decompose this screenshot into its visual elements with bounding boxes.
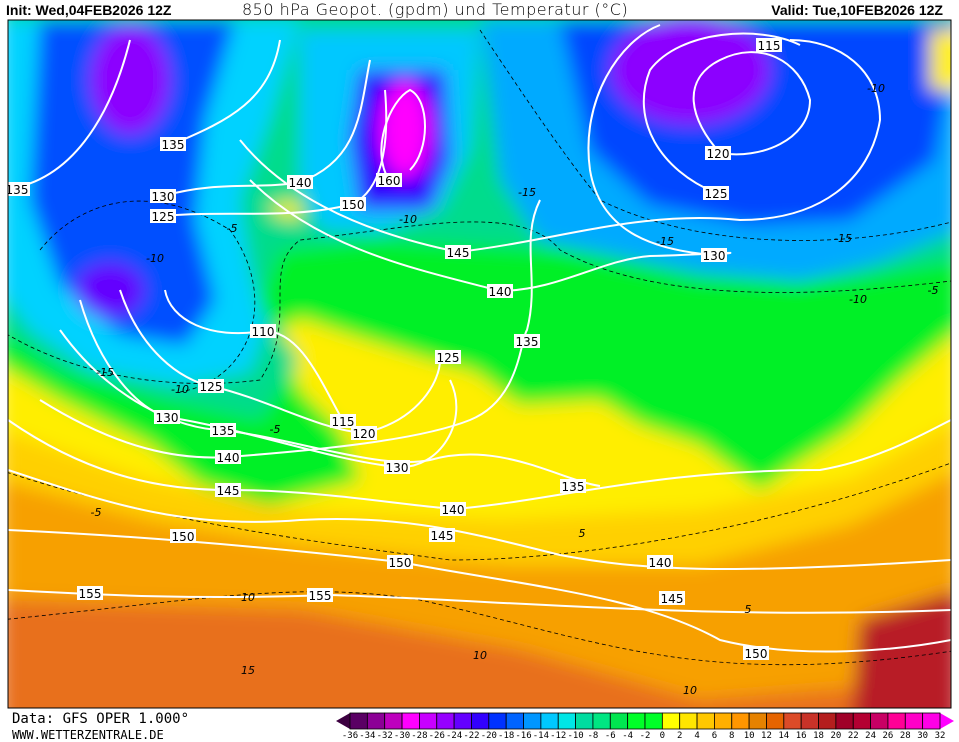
geopotential-label-text: 115: [758, 39, 781, 53]
geopotential-label-text: 135: [516, 335, 539, 349]
temperature-label: 10: [473, 649, 487, 662]
geopotential-label: 120: [705, 146, 731, 161]
geopotential-label-text: 145: [431, 529, 454, 543]
temperature-label: -10: [867, 82, 885, 95]
geopotential-label-text: 150: [389, 556, 412, 570]
geopotential-label: 135: [6, 182, 30, 197]
geopotential-label: 135: [514, 334, 540, 349]
geopotential-label: 135: [560, 479, 586, 494]
temperature-label: 10: [241, 591, 255, 604]
geopotential-label: 125: [435, 350, 461, 365]
geopotential-label: 155: [307, 588, 333, 603]
init-time: Init: Wed,04FEB2026 12Z: [6, 2, 172, 18]
geopotential-label-text: 125: [705, 187, 728, 201]
geopotential-label: 140: [215, 450, 241, 465]
geopotential-label: 130: [154, 410, 180, 425]
geopotential-label-text: 135: [212, 424, 235, 438]
geopotential-label-text: 145: [661, 592, 684, 606]
temperature-label: -15: [656, 235, 674, 248]
geopotential-label: 125: [198, 379, 224, 394]
geopotential-label: 150: [387, 555, 413, 570]
geopotential-label-text: 125: [200, 380, 223, 394]
geopotential-label-text: 110: [252, 325, 275, 339]
valid-time: Valid: Tue,10FEB2026 12Z: [771, 2, 943, 18]
geopotential-label: 155: [77, 586, 103, 601]
geopotential-label: 140: [287, 175, 313, 190]
geopotential-label-text: 150: [342, 198, 365, 212]
chart-title: 850 hPa Geopot. (gpdm) und Temperatur (°…: [242, 0, 629, 19]
temperature-label: -5: [270, 423, 281, 436]
geopotential-label: 135: [210, 423, 236, 438]
geopotential-label: 145: [215, 483, 241, 498]
geopotential-label: 150: [170, 529, 196, 544]
geopotential-label-text: 155: [309, 589, 332, 603]
geopotential-label: 140: [647, 555, 673, 570]
geopotential-label-text: 135: [162, 138, 185, 152]
temperature-label: -5: [227, 222, 238, 235]
temperature-label: -10: [399, 213, 417, 226]
temperature-label: -15: [834, 232, 852, 245]
geopotential-label: 150: [340, 197, 366, 212]
geopotential-label: 130: [150, 189, 176, 204]
geopotential-label: 140: [440, 502, 466, 517]
temperature-label: -15: [518, 186, 536, 199]
geopotential-label-text: 120: [353, 427, 376, 441]
geopotential-label: 120: [351, 426, 377, 441]
geopotential-label-text: 130: [156, 411, 179, 425]
geopotential-label-text: 120: [707, 147, 730, 161]
temperature-label: 5: [579, 527, 586, 540]
geopotential-label: 115: [756, 38, 782, 53]
geopotential-label-text: 125: [437, 351, 460, 365]
temperature-label: -5: [91, 506, 102, 519]
geopotential-label-text: 115: [332, 415, 355, 429]
geopotential-label-text: 140: [289, 176, 312, 190]
geopotential-label: 160: [376, 173, 402, 188]
geopotential-label: 115: [330, 414, 356, 429]
temperature-label: -10: [171, 383, 189, 396]
temperature-label: 15: [241, 664, 255, 677]
geopotential-label-text: 150: [172, 530, 195, 544]
geopotential-label-text: 130: [152, 190, 175, 204]
geopotential-label-text: 145: [217, 484, 240, 498]
geopotential-label-text: 145: [447, 246, 470, 260]
website-link[interactable]: WWW.WETTERZENTRALE.DE: [12, 728, 164, 742]
geopotential-label: 145: [445, 245, 471, 260]
geopotential-label: 145: [659, 591, 685, 606]
geopotential-contours: [8, 24, 951, 653]
geopotential-label-text: 130: [703, 249, 726, 263]
temperature-label: 10: [683, 684, 697, 697]
temperature-label: -15: [96, 366, 114, 379]
temperature-contours: [8, 29, 951, 666]
geopotential-label-text: 140: [442, 503, 465, 517]
geopotential-label-text: 140: [489, 285, 512, 299]
geopotential-label: 135: [160, 137, 186, 152]
geopotential-label: 130: [701, 248, 727, 263]
geopotential-label: 150: [743, 646, 769, 661]
geopotential-label: 140: [487, 284, 513, 299]
geopotential-label-text: 135: [6, 183, 29, 197]
geopotential-label: 130: [384, 460, 410, 475]
temperature-label: -10: [849, 293, 867, 306]
geopotential-label-text: 135: [562, 480, 585, 494]
geopotential-label-text: 155: [79, 587, 102, 601]
geopotential-label-text: 150: [745, 647, 768, 661]
geopotential-label: 145: [429, 528, 455, 543]
geopotential-label-text: 140: [649, 556, 672, 570]
geopotential-label-text: 160: [378, 174, 401, 188]
temperature-label: -5: [928, 284, 939, 297]
geopotential-label: 125: [150, 209, 176, 224]
geopotential-label: 125: [703, 186, 729, 201]
geopotential-label: 110: [250, 324, 276, 339]
temperature-label: -10: [146, 252, 164, 265]
temperature-label: 5: [745, 603, 752, 616]
contour-labels: 135 135 130 125 140 150 160 145 140 135 125 110 125 1…: [6, 38, 939, 697]
geopotential-label-text: 130: [386, 461, 409, 475]
geopotential-label-text: 125: [152, 210, 175, 224]
data-source: Data: GFS OPER 1.000°: [12, 711, 190, 727]
geopotential-label-text: 140: [217, 451, 240, 465]
